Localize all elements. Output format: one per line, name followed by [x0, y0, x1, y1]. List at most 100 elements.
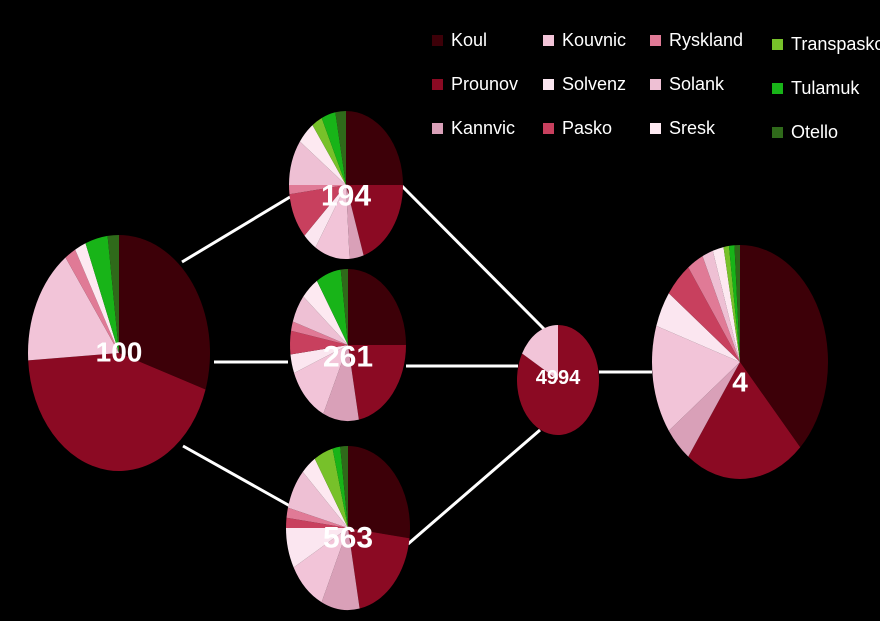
legend-swatch — [432, 35, 443, 46]
pie-slice-ryskland — [65, 249, 119, 353]
edge-n194-n4994 — [396, 180, 547, 332]
edge-n100-n194 — [181, 195, 291, 264]
legend-item-ryskland: Ryskland — [650, 30, 743, 51]
legend-item-koul: Koul — [432, 30, 487, 51]
pie-slice-tulamuk — [332, 446, 348, 528]
pie-slice-ryskland — [291, 321, 348, 345]
legend-item-kouvnic: Kouvnic — [543, 30, 626, 51]
pie-slice-sresk — [299, 125, 346, 185]
legend-label: Transpasko — [791, 34, 880, 54]
legend-item-tulamuk: Tulamuk — [772, 78, 859, 99]
node-label: 261 — [323, 341, 373, 374]
pie-slice-transpasko — [723, 245, 740, 362]
pie-slice-otello — [335, 111, 346, 185]
pie-slice-sresk — [302, 458, 348, 528]
legend-item-pasko: Pasko — [543, 118, 612, 139]
node-label: 194 — [321, 180, 371, 213]
pie-slice-pasko — [286, 517, 348, 528]
legend-label: Ryskland — [669, 30, 744, 50]
legend-label: Kannvic — [451, 118, 516, 138]
pie-slice-kouvnic — [293, 528, 348, 603]
pie-slice-solvenz — [656, 293, 740, 362]
pie-slice-kouvnic — [294, 345, 348, 414]
pie-slice-solvenz — [304, 185, 346, 248]
pie-slice-prounov — [28, 353, 206, 472]
pie-node-563: 563 — [286, 446, 410, 610]
pie-node-4994: 4994 — [517, 325, 599, 435]
legend-swatch — [543, 123, 554, 134]
pie-slice-ryskland — [289, 185, 346, 195]
pie-slice-ryskland — [286, 507, 348, 528]
legend: Koul Prounov Kannvic Kouvnic Solvenz Pasko Rys… — [0, 0, 880, 150]
pie-slice-koul — [348, 446, 410, 539]
legend-swatch — [772, 83, 783, 94]
legend-swatch — [650, 79, 661, 90]
pie-node-261: 261 — [290, 269, 406, 421]
pie-slice-solvenz — [286, 528, 348, 568]
pie-slice-kannvic — [321, 528, 360, 610]
legend-swatch — [432, 123, 443, 134]
pie-slice-tulamuk — [85, 235, 119, 353]
pie-slice-otello — [107, 235, 119, 353]
pie-slice-otello — [340, 446, 348, 528]
legend-swatch — [772, 127, 783, 138]
pie-slice-sresk — [75, 243, 119, 353]
pie-node-100: 100 — [28, 235, 210, 472]
node-label: 4994 — [536, 367, 581, 389]
legend-swatch — [650, 123, 661, 134]
pie-slice-otello — [734, 245, 740, 362]
pie-slice-koul — [740, 245, 828, 448]
pie-slice-prounov — [688, 362, 801, 479]
legend-swatch — [772, 39, 783, 50]
legend-swatch — [650, 35, 661, 46]
pie-slice-sresk — [712, 247, 740, 362]
pie-slice-kannvic — [346, 185, 364, 259]
pie-slice-kannvic — [668, 362, 740, 457]
legend-label: Prounov — [451, 74, 519, 94]
pie-slice-ryskland — [688, 256, 740, 362]
pie-slice-solank — [292, 296, 348, 345]
pie-slice-tulamuk — [321, 112, 346, 185]
legend-label: Solank — [669, 74, 725, 94]
pie-slice-solank — [702, 250, 740, 362]
edges-layer — [181, 180, 652, 546]
legend-item-solvenz: Solvenz — [543, 74, 626, 95]
pie-slice-koul — [348, 269, 406, 345]
pie-slice-kouvnic — [315, 185, 350, 259]
pie-slice-prounov — [346, 185, 403, 256]
pie-slice-prounov — [348, 345, 406, 420]
legend-swatch — [543, 35, 554, 46]
pie-slice-kouvnic — [522, 325, 558, 380]
legend-item-solank: Solank — [650, 74, 724, 95]
pie-node-194: 194 — [289, 111, 403, 259]
legend-label: Otello — [791, 122, 839, 142]
pie-slice-kouvnic — [651, 325, 740, 431]
pie-slice-solvenz — [290, 345, 348, 373]
edge-n563-n4994 — [407, 428, 541, 546]
pie-slice-koul — [119, 235, 210, 390]
legend-label: Koul — [451, 30, 488, 50]
legend-label: Pasko — [562, 118, 613, 138]
legend-label: Solvenz — [562, 74, 627, 94]
pie-slice-transpasko — [314, 448, 348, 528]
pie-slice-tulamuk — [728, 245, 740, 362]
node-label: 100 — [96, 337, 143, 368]
pie-slice-pasko — [290, 330, 348, 355]
legend-swatch — [432, 79, 443, 90]
pie-slice-solank — [289, 141, 346, 185]
pie-slice-pasko — [289, 185, 346, 236]
node-label: 4 — [732, 367, 748, 398]
pie-slice-transpasko — [312, 118, 346, 185]
pie-slice-sresk — [303, 280, 348, 345]
legend-item-sresk: Sresk — [650, 118, 715, 139]
legend-item-kannvic: Kannvic — [432, 118, 515, 139]
pie-slice-solank — [287, 471, 348, 528]
legend-label: Tulamuk — [791, 78, 860, 98]
pie-slice-kouvnic — [28, 257, 119, 361]
nodes-layer: 100 194 261 563 4994 4 — [28, 111, 828, 610]
edge-n100-n563 — [182, 444, 291, 508]
node-label: 563 — [323, 522, 373, 555]
legend-item-otello: Otello — [772, 122, 838, 143]
